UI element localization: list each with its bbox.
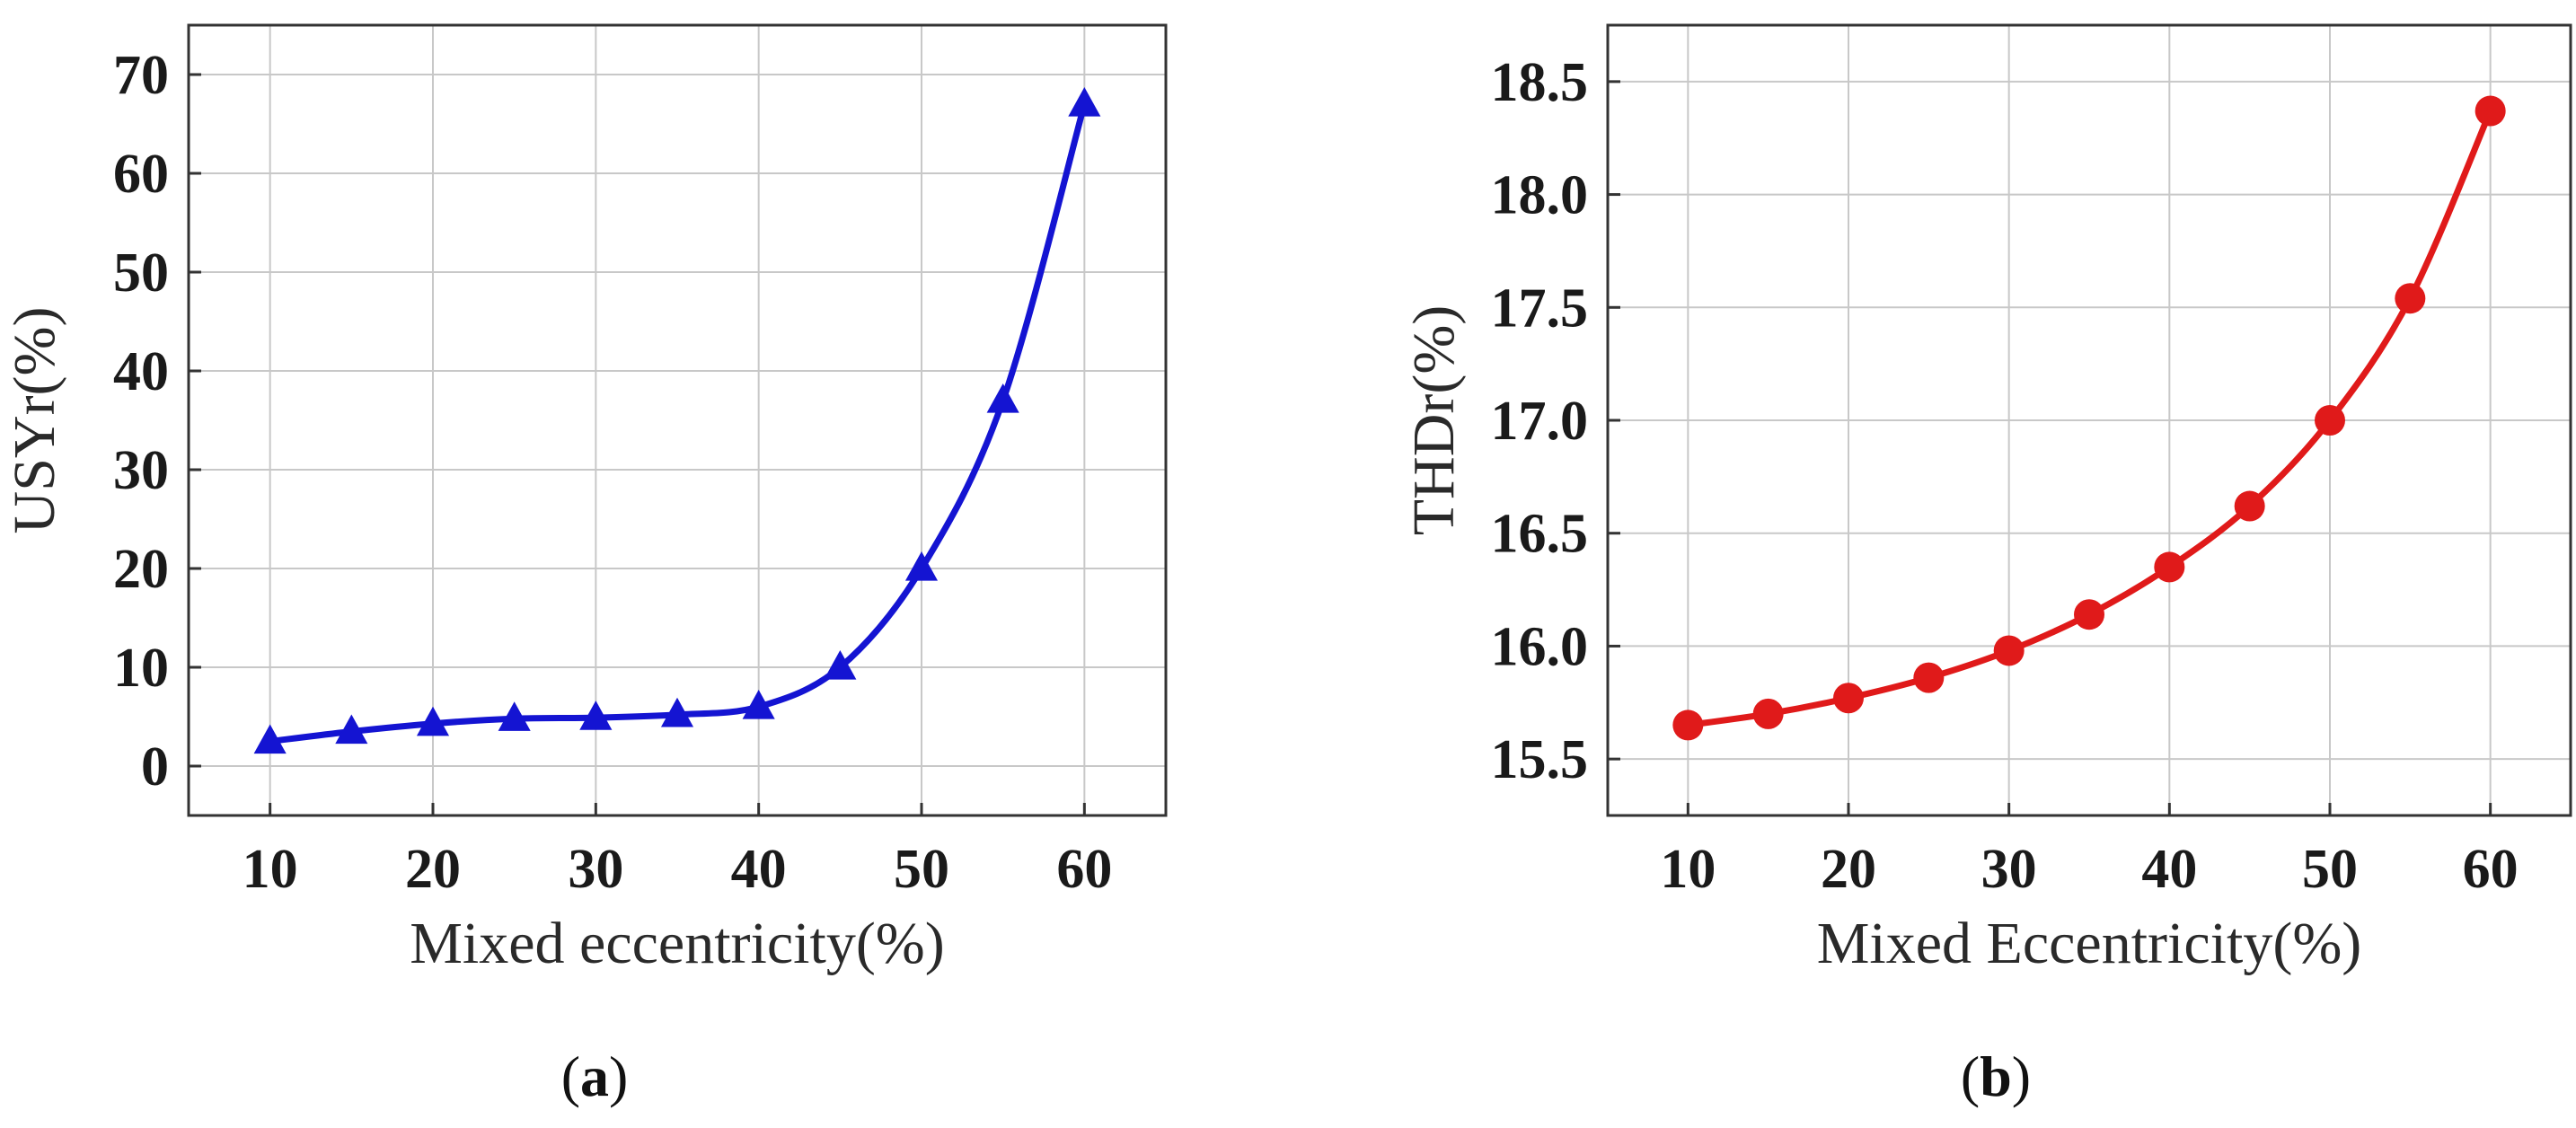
data-point-a <box>660 697 694 727</box>
y-tick-label: 40 <box>113 341 169 402</box>
series-line-b <box>1687 110 2493 728</box>
y-tick-label: 18.5 <box>1491 52 1589 113</box>
x-tick-label: 60 <box>1056 839 1112 900</box>
x-tick-label: 50 <box>2302 839 2358 900</box>
data-point-b <box>2154 551 2185 583</box>
data-point-a <box>742 690 775 719</box>
data-point-b <box>1993 635 2025 666</box>
x-tick-label: 10 <box>243 839 298 900</box>
data-point-b <box>1672 709 1704 741</box>
y-tick-label: 70 <box>113 45 169 106</box>
panel-label-b: (b) <box>1961 1044 2031 1108</box>
series-line-a <box>269 103 1088 745</box>
data-point-b <box>2315 405 2345 436</box>
x-axis-title: Mixed eccentricity(%) <box>410 911 945 976</box>
data-point-b <box>1833 683 1864 714</box>
data-point-a <box>498 701 531 731</box>
y-tick-label: 30 <box>113 440 169 501</box>
x-tick-label: 20 <box>1821 839 1876 900</box>
y-axis-title: THDr(%) <box>1401 305 1467 536</box>
x-tick-label: 40 <box>2141 839 2197 900</box>
x-tick-label: 60 <box>2463 839 2519 900</box>
y-tick-label: 0 <box>141 736 169 798</box>
chart-panel-b: 10 20 30 40 50 60 15.5 16.0 16.5 17.0 17.5 18.0 18.5… <box>1401 23 2572 976</box>
data-point-b <box>2475 95 2506 127</box>
y-tick-label: 50 <box>113 242 169 304</box>
data-point-b <box>1752 698 1784 729</box>
y-tick-label: 10 <box>113 638 169 699</box>
y-tick-label: 17.0 <box>1491 391 1589 452</box>
y-tick-label: 15.5 <box>1491 729 1589 790</box>
plot-frame <box>187 23 1168 817</box>
data-point-b <box>2395 283 2426 314</box>
chart-panel-a: 10 20 30 40 50 60 0 10 20 30 40 50 60 70 Mixed eccentr… <box>2 23 1168 976</box>
x-tick-label: 20 <box>405 839 461 900</box>
y-tick-label: 20 <box>113 539 169 600</box>
x-axis-title: Mixed Eccentricity(%) <box>1817 911 2362 976</box>
x-tick-label: 30 <box>568 839 623 900</box>
data-point-a <box>416 706 450 736</box>
data-point-a <box>335 714 368 745</box>
y-tick-label: 18.0 <box>1491 165 1589 226</box>
data-point-a <box>986 383 1019 413</box>
data-point-a <box>824 650 857 680</box>
data-point-a <box>253 724 287 754</box>
x-tick-label: 40 <box>731 839 787 900</box>
y-tick-label: 16.0 <box>1491 616 1589 677</box>
data-point-b <box>2074 599 2104 630</box>
y-tick-label: 60 <box>113 144 169 205</box>
x-tick-label: 30 <box>1981 839 2037 900</box>
panel-label-a: (a) <box>561 1044 629 1108</box>
x-tick-label: 10 <box>1660 839 1716 900</box>
data-point-b <box>2234 490 2265 522</box>
y-tick-label: 16.5 <box>1491 504 1589 565</box>
y-tick-label: 17.5 <box>1491 278 1589 339</box>
data-point-a <box>1068 87 1101 117</box>
data-point-b <box>1913 662 1945 693</box>
data-point-a <box>579 701 613 730</box>
x-tick-label: 50 <box>894 839 949 900</box>
data-point-a <box>904 551 939 581</box>
y-axis-title: USYr(%) <box>2 307 67 534</box>
